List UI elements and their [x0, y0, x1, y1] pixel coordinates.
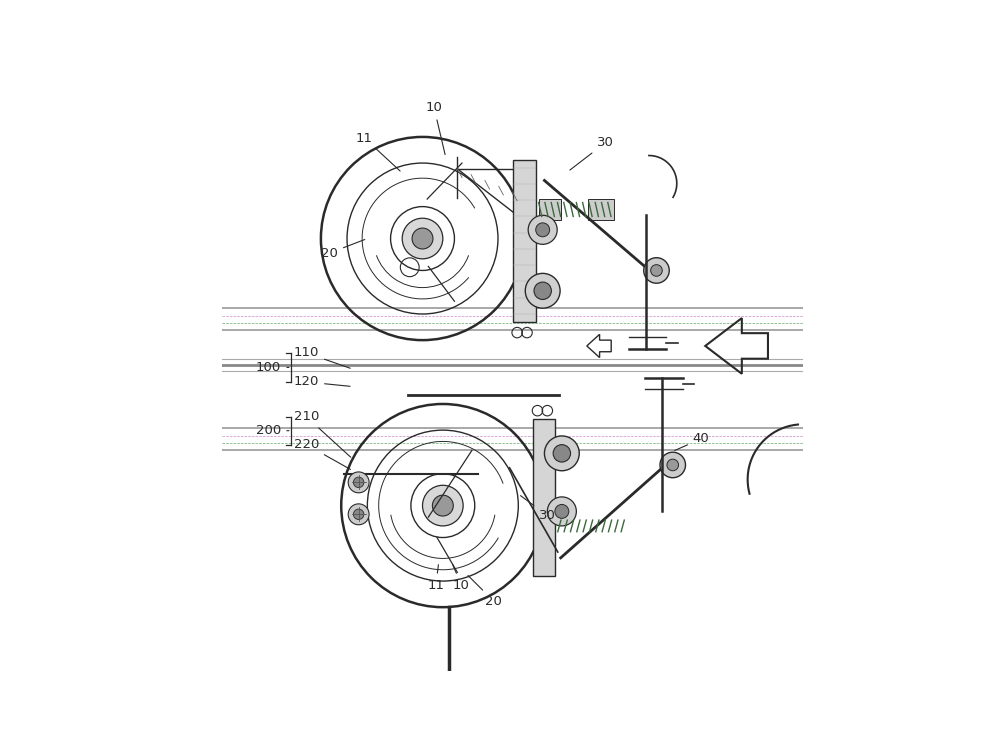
Text: 30: 30 [570, 136, 614, 170]
Text: 100: 100 [256, 361, 289, 374]
Circle shape [644, 258, 669, 284]
Text: 220: 220 [294, 438, 350, 470]
Bar [539, 199, 561, 220]
Circle shape [423, 486, 463, 526]
Circle shape [353, 509, 364, 520]
Bar [588, 199, 614, 220]
Bar [533, 419, 555, 576]
Circle shape [536, 223, 550, 237]
Circle shape [660, 452, 686, 478]
Text: 11: 11 [356, 132, 400, 171]
Text: 11: 11 [427, 565, 444, 592]
Text: 20: 20 [321, 240, 365, 259]
Text: 10: 10 [426, 101, 445, 155]
Circle shape [553, 445, 571, 462]
Circle shape [667, 459, 679, 470]
Text: 200: 200 [256, 425, 289, 437]
Circle shape [353, 477, 364, 488]
Text: 10: 10 [453, 565, 470, 592]
Circle shape [348, 504, 369, 525]
Circle shape [348, 472, 369, 493]
Text: 110: 110 [294, 346, 350, 368]
Circle shape [651, 265, 662, 276]
Circle shape [547, 497, 576, 526]
Circle shape [412, 228, 433, 249]
Circle shape [555, 504, 569, 518]
Circle shape [432, 495, 453, 516]
Text: 210: 210 [294, 410, 351, 457]
Circle shape [544, 436, 579, 470]
Text: 20: 20 [468, 575, 502, 608]
Circle shape [534, 282, 551, 299]
Bar [512, 160, 536, 322]
Text: 120: 120 [294, 375, 350, 388]
Text: 30: 30 [521, 495, 556, 522]
Circle shape [402, 218, 443, 259]
Circle shape [528, 216, 557, 244]
Text: 40: 40 [675, 432, 710, 450]
Circle shape [525, 274, 560, 308]
